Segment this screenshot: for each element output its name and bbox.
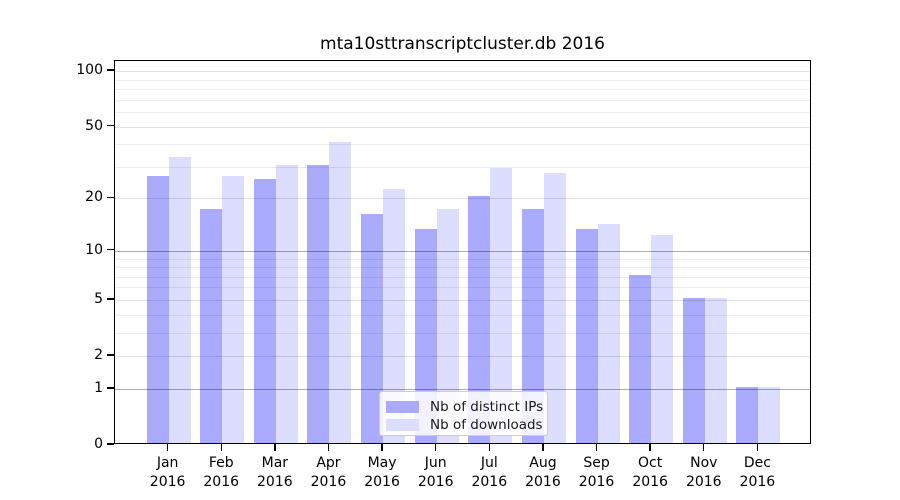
y-tick-label-5: 5 xyxy=(94,290,103,307)
gridline-4 xyxy=(115,314,810,316)
bar-distinct-ips-jun xyxy=(414,229,437,443)
x-tick-label-aug: Aug 2016 xyxy=(525,455,561,490)
x-tick-label-apr: Apr 2016 xyxy=(310,455,347,490)
legend-item-distinct-ips: Nb of distinct IPs xyxy=(386,398,543,415)
gridline-8 xyxy=(115,267,810,269)
bar-downloads-apr xyxy=(329,142,352,443)
x-tick-label-dec: Dec 2016 xyxy=(739,455,776,490)
bar-distinct-ips-feb xyxy=(200,208,223,443)
legend: Nb of distinct IPs Nb of downloads xyxy=(379,391,548,436)
bar-downloads-aug xyxy=(543,173,566,443)
gridline-40 xyxy=(115,144,810,146)
x-tick-nov xyxy=(703,444,705,451)
y-tick-label-50: 50 xyxy=(85,117,103,134)
x-tick-jul xyxy=(488,444,490,451)
y-tick-10 xyxy=(107,249,114,251)
y-tick-label-10: 10 xyxy=(85,241,103,258)
gridline-7 xyxy=(115,276,810,278)
legend-label-downloads: Nb of downloads xyxy=(430,416,543,433)
x-tick-label-jul: Jul 2016 xyxy=(471,455,508,490)
x-tick-sep xyxy=(595,444,598,451)
y-tick-label-20: 20 xyxy=(85,189,103,206)
bar-downloads-dec xyxy=(758,386,781,443)
legend-item-downloads: Nb of downloads xyxy=(386,416,543,433)
x-tick-label-sep: Sep 2016 xyxy=(578,455,615,490)
gridline-80 xyxy=(115,89,810,91)
gridline-9 xyxy=(115,258,810,260)
legend-swatch-downloads xyxy=(386,418,419,431)
x-tick-may xyxy=(381,444,383,451)
bar-distinct-ips-apr xyxy=(307,164,330,443)
gridline-30 xyxy=(115,166,810,168)
bar-distinct-ips-may xyxy=(361,213,384,443)
x-tick-feb xyxy=(220,444,222,451)
bar-distinct-ips-jan xyxy=(146,176,169,443)
bar-distinct-ips-aug xyxy=(521,208,544,443)
gridline-1 xyxy=(115,388,810,390)
x-tick-label-jun: Jun 2016 xyxy=(417,455,454,490)
bar-downloads-may xyxy=(383,189,406,443)
x-tick-dec xyxy=(756,444,759,451)
gridline-60 xyxy=(115,112,810,114)
y-tick-0 xyxy=(107,443,114,445)
x-tick-apr xyxy=(327,444,330,451)
bar-distinct-ips-oct xyxy=(629,274,652,443)
x-tick-oct xyxy=(649,444,651,451)
x-tick-label-jan: Jan 2016 xyxy=(149,455,186,490)
bar-downloads-oct xyxy=(651,235,674,443)
y-tick-label-1: 1 xyxy=(94,379,103,396)
x-tick-label-nov: Nov 2016 xyxy=(685,455,722,490)
gridline-5 xyxy=(115,299,810,301)
y-tick-label-2: 2 xyxy=(94,347,103,364)
gridline-90 xyxy=(115,79,810,81)
x-tick-label-feb: Feb 2016 xyxy=(203,455,240,490)
y-tick-20 xyxy=(107,196,114,199)
x-tick-label-may: May 2016 xyxy=(364,455,400,490)
y-tick-1 xyxy=(107,387,114,389)
bar-distinct-ips-jul xyxy=(468,196,491,443)
bar-downloads-feb xyxy=(222,176,245,443)
plot-area: Nb of distinct IPs Nb of downloads xyxy=(114,60,811,444)
bar-distinct-ips-dec xyxy=(736,386,759,443)
y-tick-50 xyxy=(107,124,114,127)
gridline-2 xyxy=(115,356,810,358)
bar-distinct-ips-mar xyxy=(253,179,276,443)
x-tick-label-oct: Oct 2016 xyxy=(632,455,668,490)
y-tick-5 xyxy=(107,298,114,300)
x-tick-label-mar: Mar 2016 xyxy=(257,455,293,490)
y-tick-2 xyxy=(107,354,114,356)
bar-downloads-sep xyxy=(597,223,620,443)
y-tick-100 xyxy=(107,69,114,71)
x-tick-aug xyxy=(542,444,544,451)
gridline-70 xyxy=(115,99,810,101)
bar-distinct-ips-nov xyxy=(682,297,705,443)
bar-downloads-jan xyxy=(168,157,191,443)
legend-swatch-distinct-ips xyxy=(386,400,419,413)
x-tick-jan xyxy=(166,444,169,451)
bar-downloads-jun xyxy=(436,208,459,443)
y-tick-label-0: 0 xyxy=(94,436,103,452)
gridline-50 xyxy=(115,126,810,128)
legend-label-distinct-ips: Nb of distinct IPs xyxy=(430,398,544,415)
gridline-10 xyxy=(115,250,810,252)
chart-title: mta10sttranscriptcluster.db 2016 xyxy=(320,34,605,54)
x-tick-jun xyxy=(434,444,437,451)
gridline-6 xyxy=(115,287,810,289)
bar-downloads-nov xyxy=(704,297,727,443)
y-tick-label-100: 100 xyxy=(76,62,103,79)
bar-distinct-ips-sep xyxy=(575,229,598,443)
bar-downloads-mar xyxy=(275,164,298,443)
bar-downloads-jul xyxy=(490,167,513,443)
x-tick-mar xyxy=(274,444,276,451)
gridline-3 xyxy=(115,332,810,334)
gridline-20 xyxy=(115,198,810,200)
gridline-100 xyxy=(115,71,810,73)
